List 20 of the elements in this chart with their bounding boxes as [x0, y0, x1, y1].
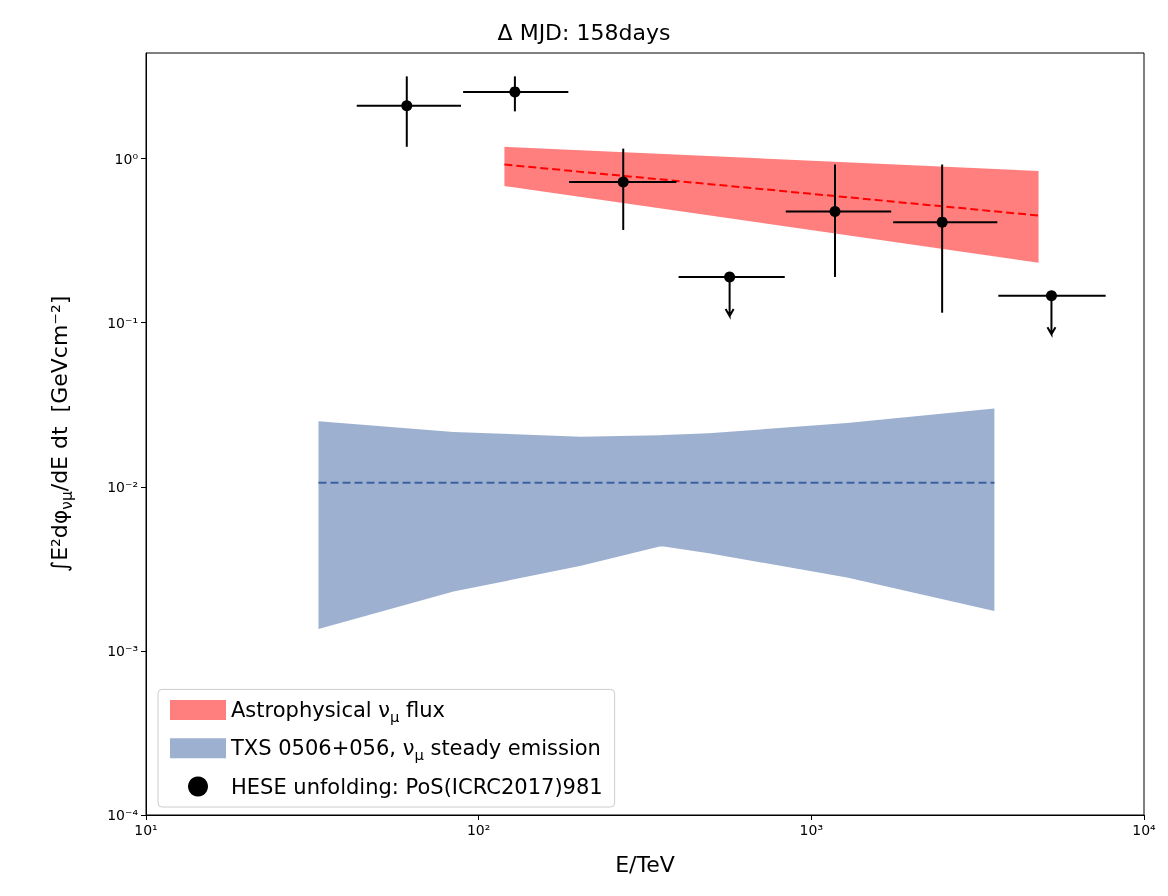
y-axis-title: ∫E²dφνμ/dE dt [GeVcm⁻²] [47, 295, 76, 573]
x-tick-label: 10² [466, 822, 491, 838]
chart-title: Δ MJD: 158days [497, 19, 671, 45]
point [1045, 290, 1057, 302]
point [509, 86, 521, 98]
point [829, 206, 841, 217]
y-tick-label: 10⁻³ [107, 642, 138, 659]
y-tick-label: 10⁻¹ [107, 314, 138, 331]
x-tick-label: 10⁴ [1132, 822, 1157, 838]
y-tick-label: 10⁻⁴ [107, 807, 139, 823]
point [401, 100, 413, 112]
point [936, 216, 948, 228]
point [617, 176, 629, 188]
x-axis-title: E/TeV [615, 851, 675, 877]
y-tick-label: 10⁰ [114, 150, 139, 167]
y-tick-label: 10⁻² [107, 478, 138, 495]
point [724, 271, 736, 283]
x-tick-label: 10³ [799, 822, 824, 838]
legend-label: HESE unfolding: PoS(ICRC2017)981 [231, 774, 603, 799]
x-tick-label: 10¹ [134, 822, 158, 838]
